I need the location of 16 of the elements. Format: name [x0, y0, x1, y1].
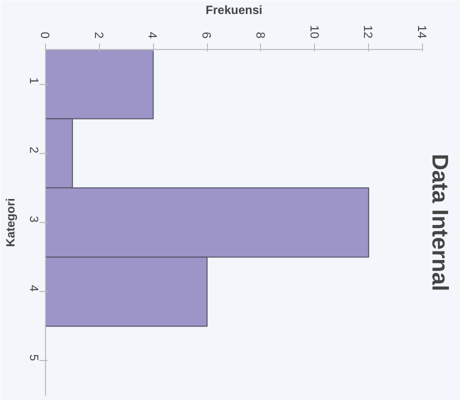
y-tick-label: 4 — [27, 285, 41, 292]
y-tick-label: 1 — [27, 77, 41, 84]
x-tick-label: 0 — [38, 32, 52, 39]
x-tick-label: 8 — [253, 32, 268, 39]
x-axis-title: Frekuensi — [206, 3, 262, 18]
text: Data Internal — [428, 154, 454, 292]
x-tick-label: 4 — [146, 32, 160, 39]
y-tick-label: 5 — [27, 354, 41, 362]
y-tick-label: 2 — [27, 146, 41, 154]
x-tick-label: 10 — [307, 25, 322, 39]
y-tick-label: 3 — [27, 216, 41, 223]
y-axis-title: Kategori — [4, 198, 18, 247]
x-tick-label: 14 — [415, 25, 429, 39]
x-tick-label: 2 — [92, 32, 106, 39]
x-tick-label: 6 — [200, 32, 214, 39]
x-tick-label: 12 — [361, 25, 376, 39]
